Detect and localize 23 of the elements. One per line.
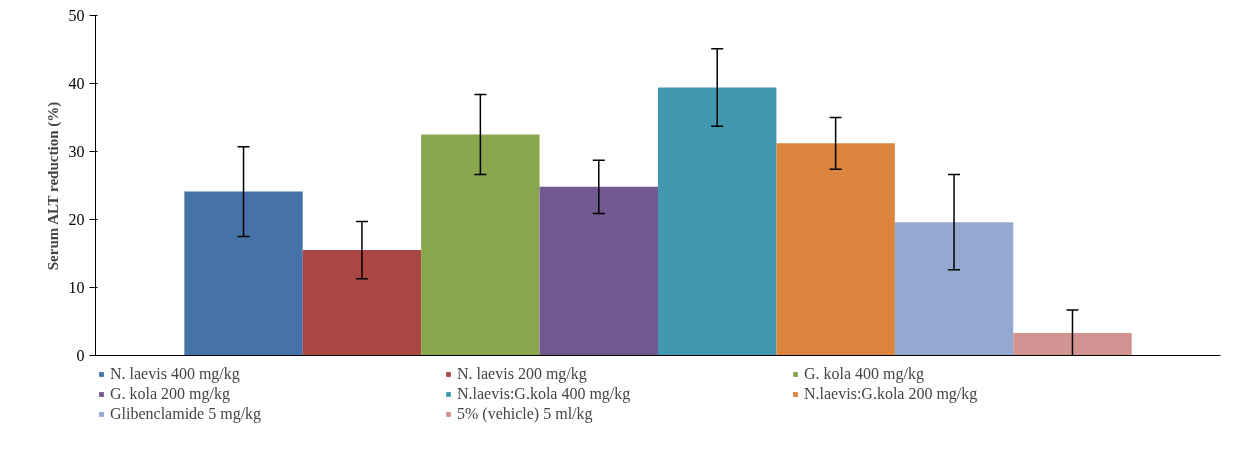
bar <box>1013 333 1132 356</box>
bar <box>539 186 658 356</box>
y-tick-label: 50 <box>68 7 85 24</box>
legend-label: 5% (vehicle) 5 ml/kg <box>457 405 594 423</box>
bar <box>658 87 777 356</box>
legend-label: N. laevis 400 mg/kg <box>110 365 241 383</box>
legend-label: N.laevis:G.kola 400 mg/kg <box>457 385 632 403</box>
y-tick-label: 10 <box>68 279 85 296</box>
legend-label: Glibenclamide 5 mg/kg <box>110 405 263 423</box>
y-tick-label: 40 <box>68 75 85 92</box>
legend-label: G. kola 400 mg/kg <box>804 365 925 383</box>
bar <box>184 191 303 356</box>
legend-label: N. laevis 200 mg/kg <box>457 365 588 383</box>
bar <box>302 250 422 356</box>
bar <box>894 222 1014 356</box>
bar <box>421 134 540 356</box>
y-tick-label: 0 <box>76 347 85 364</box>
bar <box>776 143 895 356</box>
y-axis-title: Serum ALT reduction (%) <box>44 101 62 271</box>
y-tick-label: 20 <box>68 211 85 228</box>
legend-label: N.laevis:G.kola 200 mg/kg <box>804 385 979 403</box>
legend-label: G. kola 200 mg/kg <box>110 385 231 403</box>
y-tick-label: 30 <box>68 143 85 160</box>
